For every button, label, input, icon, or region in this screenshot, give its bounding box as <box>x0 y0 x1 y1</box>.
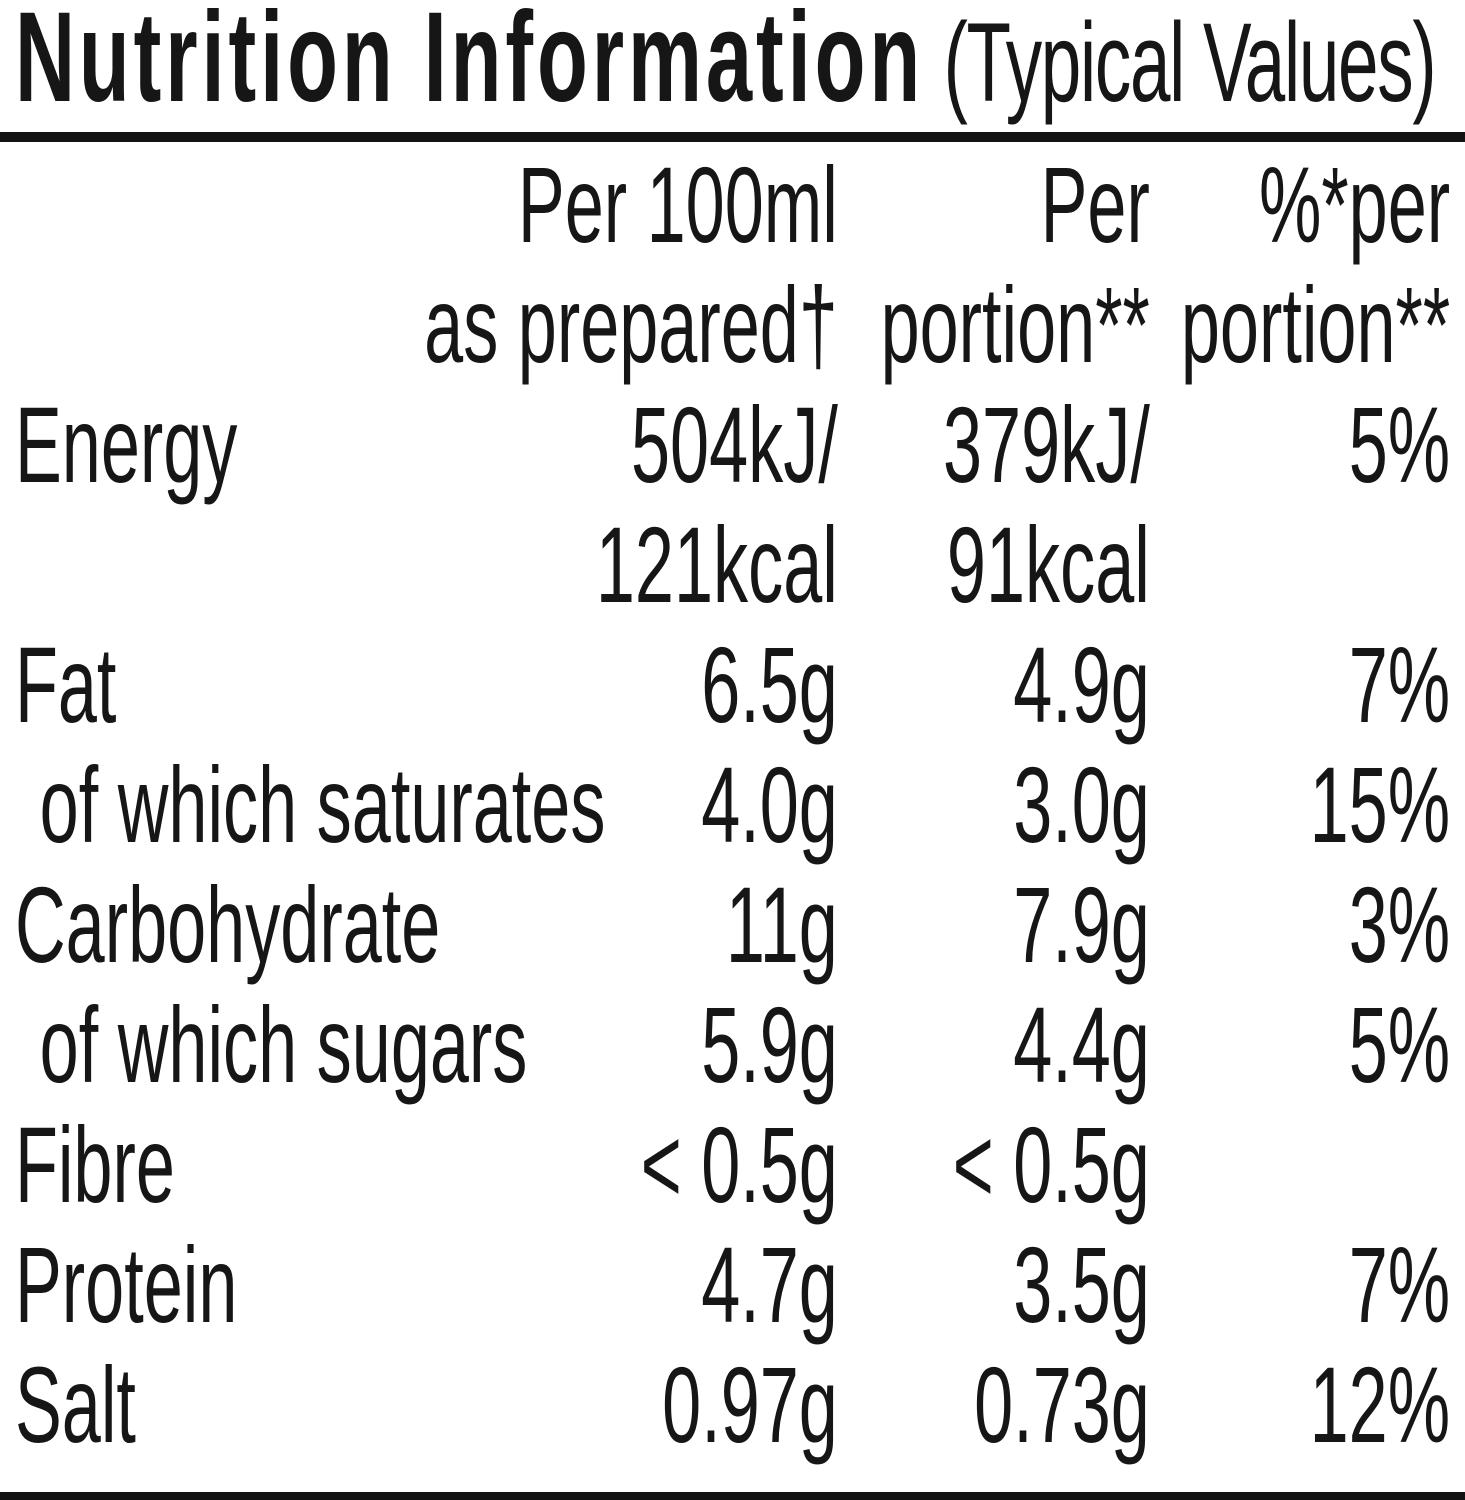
value-per-100ml: 6.5g <box>701 624 838 745</box>
value-per-100ml: < 0.5g <box>640 1104 838 1225</box>
value-percent: 5% <box>1348 984 1451 1105</box>
row-label: Protein <box>14 1224 238 1345</box>
value-percent: 7% <box>1348 1224 1451 1345</box>
value-per-portion: 4.4g <box>1013 984 1150 1105</box>
row-label: of which sugars <box>39 984 528 1105</box>
table-row-carbohydrate: Carbohydrate 11g 7.9g 3% <box>15 865 1450 985</box>
value-per-portion: 3.5g <box>1013 1224 1150 1345</box>
value-per-portion: 0.73g <box>974 1344 1150 1465</box>
table-row-energy: Energy 504kJ/ 121kcal 379kJ/ 91kcal 5% <box>15 385 1450 625</box>
value-per-100ml: 4.0g <box>701 744 838 865</box>
page-title: Nutrition Information (Typical Values) <box>0 0 1465 127</box>
value-per-100ml: 0.97g <box>662 1344 838 1465</box>
value-per-100ml: 11g <box>725 864 838 985</box>
value-percent: 5% <box>1348 384 1451 505</box>
top-rule <box>0 132 1465 142</box>
value-per-portion: 7.9g <box>1013 864 1150 985</box>
value-per-100ml: 4.7g <box>701 1224 838 1345</box>
value-per-portion: 379kJ/ 91kcal <box>943 384 1150 625</box>
table-row-protein: Protein 4.7g 3.5g 7% <box>15 1225 1450 1345</box>
table-row-sugars: of which sugars 5.9g 4.4g 5% <box>15 985 1450 1105</box>
row-label: Energy <box>14 384 238 505</box>
value-per-100ml: 504kJ/ 121kcal <box>595 384 838 625</box>
title-main: Nutrition Information <box>14 0 925 129</box>
value-per-portion: < 0.5g <box>952 1104 1150 1225</box>
bottom-rule <box>0 1492 1465 1500</box>
value-per-portion: 4.9g <box>1013 624 1150 745</box>
col-header-per-100ml: Per 100ml as prepared† <box>424 144 838 385</box>
title-qualifier: (Typical Values) <box>943 0 1437 125</box>
table-row-fat: Fat 6.5g 4.9g 7% <box>15 625 1450 745</box>
col-header-percent-per-portion: %*per portion** <box>1180 144 1451 385</box>
row-label: of which saturates <box>39 744 606 865</box>
table-row-fibre: Fibre < 0.5g < 0.5g <box>15 1105 1450 1225</box>
value-percent: 7% <box>1348 624 1451 745</box>
nutrition-table: Per 100ml as prepared† Per portion** %*p… <box>0 145 1465 1465</box>
table-row-salt: Salt 0.97g 0.73g 12% <box>15 1345 1450 1465</box>
row-label: Carbohydrate <box>14 864 441 985</box>
row-label: Fat <box>14 624 117 745</box>
value-percent: 12% <box>1309 1344 1451 1465</box>
value-per-portion: 3.0g <box>1013 744 1150 865</box>
value-percent: 15% <box>1309 744 1451 865</box>
value-per-100ml: 5.9g <box>701 984 838 1105</box>
row-label: Fibre <box>14 1104 175 1225</box>
table-row-saturates: of which saturates 4.0g 3.0g 15% <box>15 745 1450 865</box>
table-header-row: Per 100ml as prepared† Per portion** %*p… <box>15 145 1450 385</box>
value-percent: 3% <box>1348 864 1451 985</box>
row-label: Salt <box>14 1344 136 1465</box>
col-header-per-portion: Per portion** <box>880 144 1150 385</box>
